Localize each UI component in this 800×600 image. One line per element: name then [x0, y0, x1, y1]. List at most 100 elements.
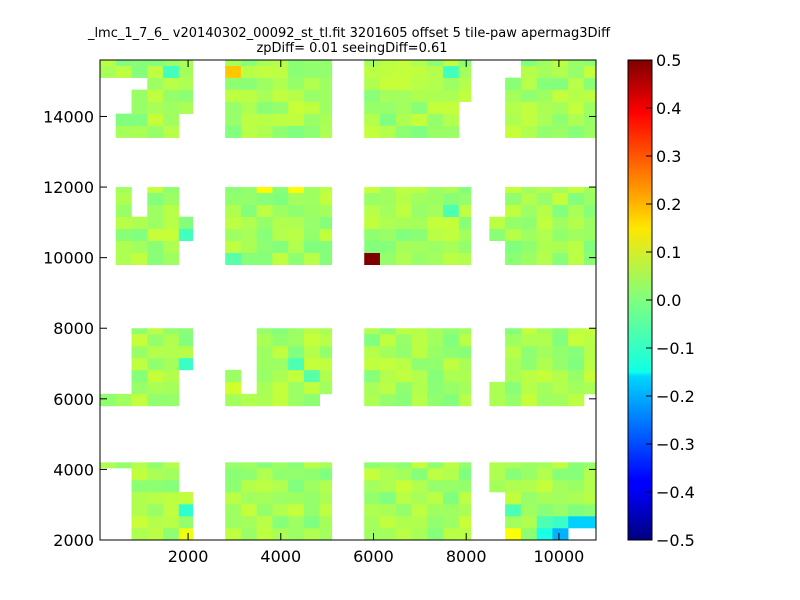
heatmap-cell	[303, 333, 321, 347]
heatmap-cell	[163, 528, 180, 541]
heatmap-cell	[583, 228, 597, 242]
heatmap-cell	[443, 504, 460, 517]
heatmap-cell	[131, 328, 148, 335]
heatmap-cell	[568, 252, 585, 266]
heatmap-cell	[520, 504, 537, 517]
y-tick-label: 14000	[43, 107, 94, 126]
heatmap-cell	[163, 113, 180, 126]
heatmap-cell	[100, 393, 117, 407]
heatmap-cell	[443, 65, 460, 78]
heatmap-cell	[458, 89, 472, 102]
heatmap-cell	[552, 60, 569, 66]
heatmap-cell	[131, 369, 148, 383]
heatmap-cell	[489, 468, 506, 481]
heatmap-cell	[552, 328, 569, 335]
heatmap-cell	[458, 492, 472, 505]
heatmap-cell	[411, 345, 428, 359]
heatmap-cell	[583, 89, 597, 102]
heatmap-cell	[536, 60, 553, 66]
heatmap-cell	[288, 89, 305, 102]
heatmap-cell	[536, 65, 553, 78]
heatmap-cell	[272, 77, 289, 90]
heatmap-cell	[319, 65, 333, 78]
heatmap-cell	[427, 101, 444, 114]
heatmap-cell	[505, 492, 522, 505]
heatmap-cell	[163, 216, 180, 230]
heatmap-cell	[272, 113, 289, 126]
heatmap-cell	[364, 480, 381, 493]
heatmap-cell	[303, 204, 321, 218]
heatmap-cell	[178, 504, 194, 517]
heatmap-cell	[163, 393, 180, 407]
heatmap-cell	[552, 216, 569, 230]
heatmap-cell	[364, 204, 381, 218]
heatmap-cell	[411, 369, 428, 383]
heatmap-cell	[379, 492, 397, 505]
heatmap-cell	[395, 125, 412, 138]
heatmap-cell	[225, 187, 242, 194]
heatmap-cell	[319, 528, 333, 541]
heatmap-cell	[458, 504, 472, 517]
heatmap-cell	[303, 240, 321, 254]
heatmap-cell	[536, 357, 553, 371]
heatmap-cell	[552, 113, 569, 126]
heatmap-cell	[131, 113, 148, 126]
heatmap-cell	[568, 192, 585, 206]
y-tick-label: 4000	[53, 460, 94, 479]
heatmap-cell	[505, 369, 522, 383]
heatmap-cell	[288, 252, 305, 266]
heatmap-cell	[568, 216, 585, 230]
heatmap-cell	[147, 492, 164, 505]
heatmap-cell	[288, 77, 305, 90]
heatmap-cell	[288, 462, 305, 469]
heatmap-cell	[411, 462, 428, 469]
heatmap-cell	[411, 228, 428, 242]
heatmap-cell	[319, 113, 333, 126]
heatmap-cell	[225, 492, 242, 505]
heatmap-cell	[395, 240, 412, 254]
heatmap-cell	[256, 333, 273, 347]
heatmap-cell	[568, 77, 585, 90]
heatmap-cell	[272, 204, 289, 218]
heatmap-cell	[303, 516, 321, 529]
heatmap-cell	[288, 333, 305, 347]
heatmap-cell	[225, 528, 242, 541]
heatmap-cell	[364, 113, 381, 126]
heatmap-cell	[520, 528, 537, 541]
heatmap-cell	[443, 357, 460, 371]
heatmap-cell	[552, 187, 569, 194]
heatmap-cell	[583, 357, 597, 371]
heatmap-cell	[272, 240, 289, 254]
heatmap-cell	[411, 60, 428, 66]
heatmap-cell	[364, 528, 381, 541]
heatmap-cell	[178, 60, 194, 66]
heatmap-cell	[178, 357, 194, 371]
heatmap-cell	[427, 345, 444, 359]
heatmap-cell	[427, 216, 444, 230]
heatmap-cell	[163, 480, 180, 493]
heatmap-cell	[427, 204, 444, 218]
heatmap-cell	[395, 252, 412, 266]
heatmap-cell	[536, 369, 553, 383]
x-tick-label: 10000	[533, 547, 584, 566]
y-tick-label: 6000	[53, 390, 94, 409]
heatmap-cell	[568, 504, 585, 517]
heatmap-cell	[427, 492, 444, 505]
heatmap-cell	[131, 89, 148, 102]
heatmap-cell	[427, 381, 444, 395]
colorbar-tick-label: −0.5	[656, 531, 695, 550]
heatmap-cell	[163, 60, 180, 66]
heatmap-cell	[443, 252, 460, 266]
heatmap-cell	[458, 60, 472, 66]
heatmap-cell	[147, 228, 164, 242]
heatmap-cell	[520, 77, 537, 90]
heatmap-cell	[319, 228, 333, 242]
heatmap-cell	[520, 60, 537, 66]
heatmap-cell	[568, 328, 585, 335]
heatmap-cell	[272, 216, 289, 230]
heatmap-cell	[147, 204, 164, 218]
heatmap-cell	[536, 345, 553, 359]
heatmap-cell	[583, 328, 597, 335]
heatmap-cell	[319, 60, 333, 66]
heatmap-cell	[147, 381, 164, 395]
